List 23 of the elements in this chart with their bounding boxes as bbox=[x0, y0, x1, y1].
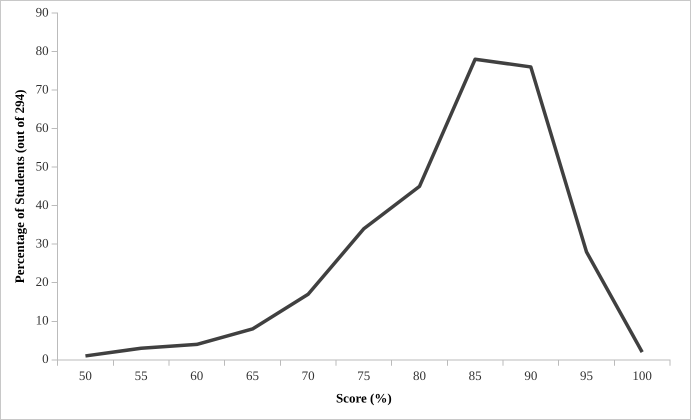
x-tick-label: 90 bbox=[524, 368, 538, 384]
x-tick-label: 50 bbox=[78, 368, 92, 384]
y-axis-title: Percentage of Students (out of 294) bbox=[12, 90, 28, 284]
x-tick-label: 100 bbox=[632, 368, 652, 384]
y-tick-label: 90 bbox=[36, 4, 49, 20]
y-tick-label: 30 bbox=[36, 236, 49, 251]
x-tick-label: 55 bbox=[134, 368, 148, 384]
y-tick-label: 70 bbox=[36, 81, 49, 96]
y-tick-label: 80 bbox=[36, 42, 49, 58]
x-tick-label: 70 bbox=[302, 368, 315, 384]
y-tick-label: 20 bbox=[36, 274, 49, 290]
x-tick-label: 85 bbox=[468, 368, 482, 384]
y-tick-label: 10 bbox=[36, 312, 49, 328]
x-tick-label: 80 bbox=[412, 368, 426, 384]
x-tick-label: 65 bbox=[246, 368, 259, 384]
y-tick-label: 50 bbox=[36, 158, 49, 174]
x-tick-label: 75 bbox=[357, 368, 370, 384]
x-tick-label: 60 bbox=[190, 368, 204, 384]
x-tick-label: 95 bbox=[580, 368, 593, 384]
y-tick-label: 40 bbox=[36, 197, 49, 212]
y-tick-label: 0 bbox=[42, 351, 49, 366]
x-axis-title: Score (%) bbox=[336, 390, 392, 406]
y-tick-label: 60 bbox=[36, 120, 49, 136]
